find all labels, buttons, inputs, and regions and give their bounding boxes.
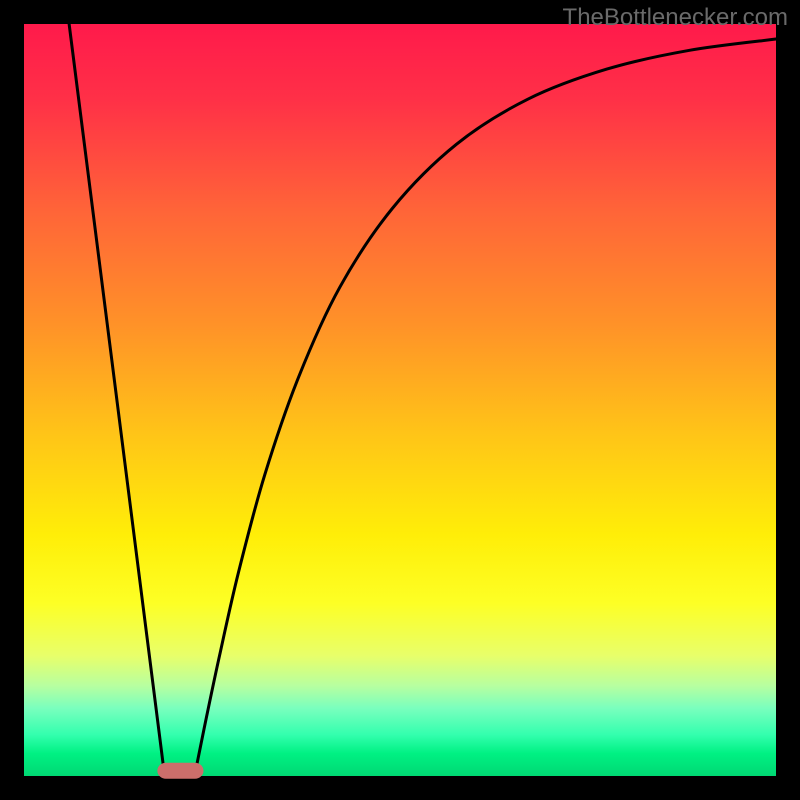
optimal-marker (158, 763, 203, 778)
bottleneck-chart: TheBottlenecker.com (0, 0, 800, 800)
chart-svg (0, 0, 800, 800)
gradient-plot-area (24, 24, 776, 776)
